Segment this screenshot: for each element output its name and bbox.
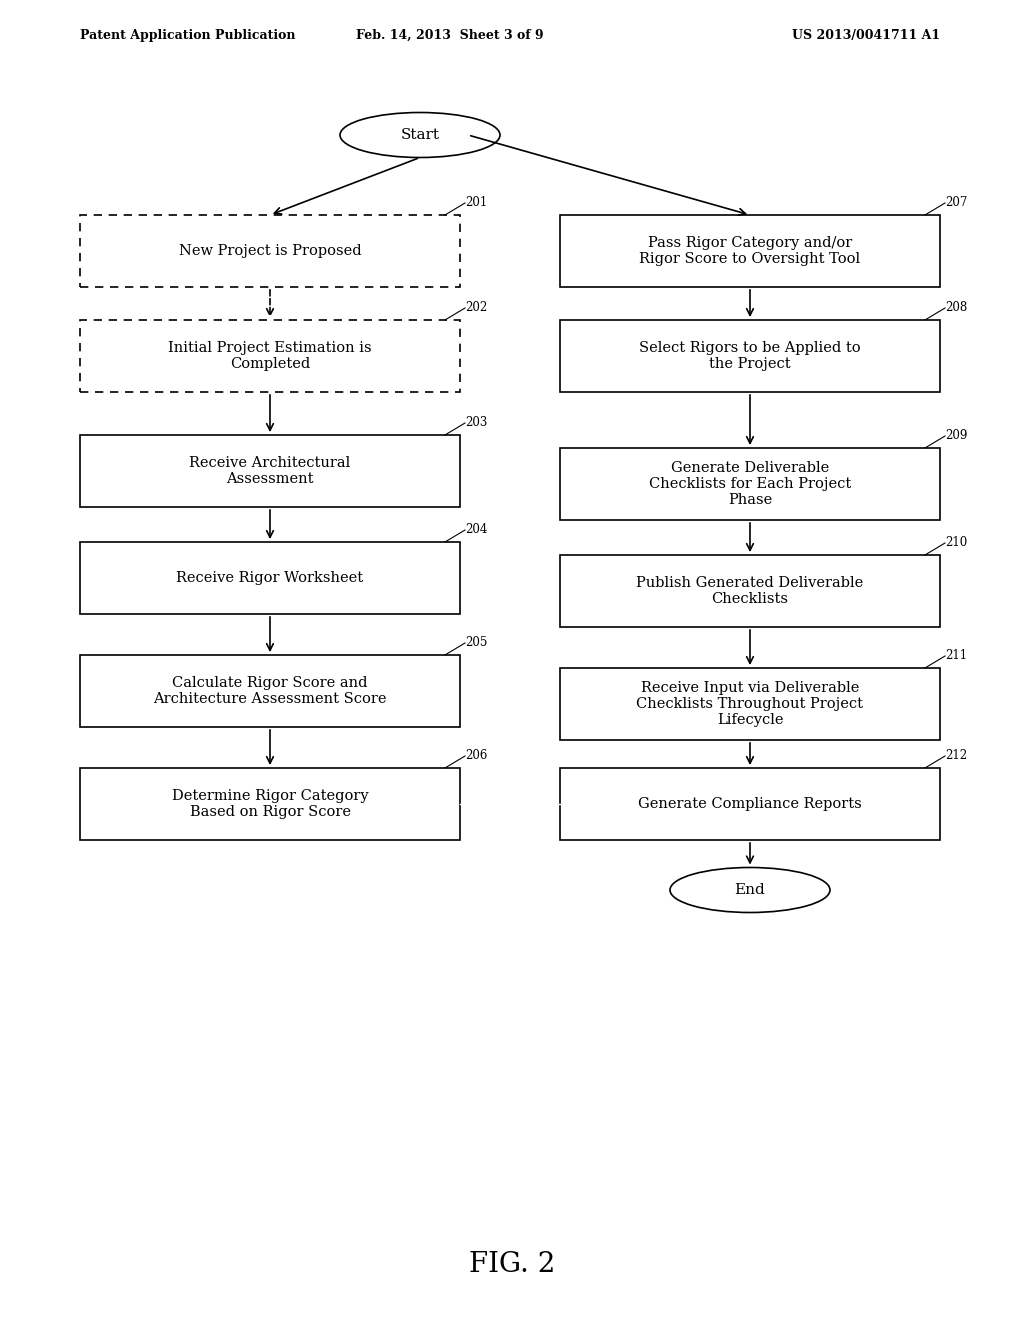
Text: End: End [734,883,765,898]
Text: US 2013/0041711 A1: US 2013/0041711 A1 [792,29,940,41]
FancyBboxPatch shape [560,768,940,840]
FancyBboxPatch shape [80,543,460,614]
Text: Calculate Rigor Score and
Architecture Assessment Score: Calculate Rigor Score and Architecture A… [154,676,387,706]
Text: Publish Generated Deliverable
Checklists: Publish Generated Deliverable Checklists [636,576,863,606]
FancyBboxPatch shape [560,215,940,286]
Text: 210: 210 [945,536,968,549]
Text: Determine Rigor Category
Based on Rigor Score: Determine Rigor Category Based on Rigor … [172,789,369,820]
FancyBboxPatch shape [560,319,940,392]
Text: New Project is Proposed: New Project is Proposed [178,244,361,257]
FancyBboxPatch shape [560,447,940,520]
Text: 207: 207 [945,195,968,209]
FancyBboxPatch shape [80,436,460,507]
Text: 201: 201 [465,195,487,209]
Text: 209: 209 [945,429,968,442]
Text: Receive Input via Deliverable
Checklists Throughout Project
Lifecycle: Receive Input via Deliverable Checklists… [637,681,863,727]
Text: 203: 203 [465,416,487,429]
Ellipse shape [340,112,500,157]
FancyBboxPatch shape [80,768,460,840]
Text: Feb. 14, 2013  Sheet 3 of 9: Feb. 14, 2013 Sheet 3 of 9 [356,29,544,41]
FancyBboxPatch shape [80,215,460,286]
Text: Receive Rigor Worksheet: Receive Rigor Worksheet [176,572,364,585]
Text: 212: 212 [945,748,967,762]
Text: Generate Compliance Reports: Generate Compliance Reports [638,797,862,810]
Text: Generate Deliverable
Checklists for Each Project
Phase: Generate Deliverable Checklists for Each… [649,461,851,507]
Text: FIG. 2: FIG. 2 [469,1251,555,1279]
Text: 206: 206 [465,748,487,762]
Text: Receive Architectural
Assessment: Receive Architectural Assessment [189,455,350,486]
FancyBboxPatch shape [80,655,460,727]
Text: 202: 202 [465,301,487,314]
FancyBboxPatch shape [80,319,460,392]
Text: 204: 204 [465,523,487,536]
Text: 205: 205 [465,636,487,649]
Text: Select Rigors to be Applied to
the Project: Select Rigors to be Applied to the Proje… [639,341,861,371]
Text: 211: 211 [945,649,967,663]
Text: Pass Rigor Category and/or
Rigor Score to Oversight Tool: Pass Rigor Category and/or Rigor Score t… [639,236,860,267]
Ellipse shape [670,867,830,912]
Text: 208: 208 [945,301,968,314]
FancyBboxPatch shape [560,668,940,741]
Text: Patent Application Publication: Patent Application Publication [80,29,296,41]
Text: Initial Project Estimation is
Completed: Initial Project Estimation is Completed [168,341,372,371]
FancyBboxPatch shape [560,554,940,627]
Text: Start: Start [400,128,439,143]
